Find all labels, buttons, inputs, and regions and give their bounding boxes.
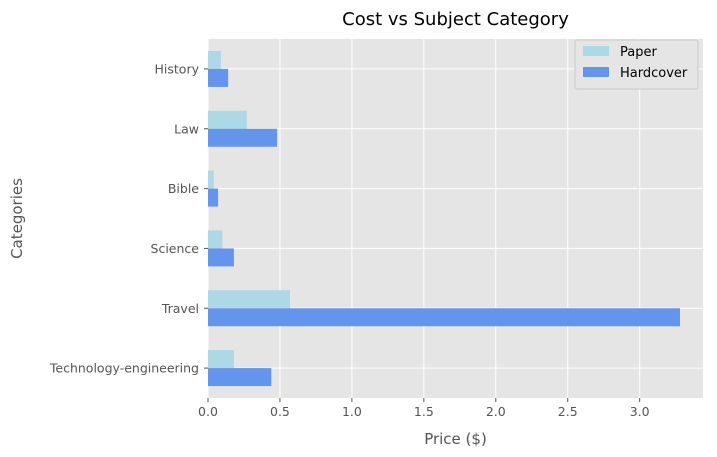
x-axis-ticks: 0.0 0.5 1.0 1.5 2.0 2.5 3.0: [198, 398, 650, 419]
bar-paper-history: [208, 50, 221, 69]
legend-swatch-hardcover: [583, 67, 609, 77]
bar-hardcover-history: [208, 68, 229, 87]
bars: [208, 50, 680, 387]
bar-hardcover-law: [208, 128, 278, 147]
y-tick-label: Law: [174, 121, 199, 136]
y-tick-label: Bible: [168, 181, 199, 196]
x-tick-label: 2.5: [558, 404, 578, 419]
y-tick-label: Travel: [161, 301, 199, 316]
legend-label-paper: Paper: [620, 45, 657, 60]
chart-title: Cost vs Subject Category: [342, 9, 569, 30]
bar-hardcover-travel: [208, 308, 680, 327]
y-axis-label: Categories: [8, 178, 26, 259]
legend: Paper Hardcover: [574, 39, 699, 90]
x-tick-label: 2.0: [486, 404, 506, 419]
y-tick-label: Science: [151, 241, 200, 256]
bar-paper-bible: [208, 170, 214, 189]
bar-paper-technology-engineering: [208, 350, 234, 369]
x-tick-label: 0.0: [198, 404, 218, 419]
y-tick-label: History: [155, 61, 200, 76]
x-tick-label: 1.0: [342, 404, 362, 419]
y-axis-ticks: Technology-engineering Travel Science Bible…: [49, 61, 208, 376]
x-tick-label: 0.5: [270, 404, 290, 419]
bar-hardcover-science: [208, 248, 234, 267]
bar-paper-travel: [208, 290, 291, 309]
bar-hardcover-bible: [208, 188, 219, 207]
x-axis-label: Price ($): [424, 430, 487, 448]
y-tick-label: Technology-engineering: [49, 361, 199, 376]
plot-background: [208, 39, 703, 398]
x-tick-label: 1.5: [414, 404, 434, 419]
bar-hardcover-technology-engineering: [208, 368, 272, 387]
bar-paper-science: [208, 230, 223, 249]
x-tick-label: 3.0: [630, 404, 650, 419]
legend-swatch-paper: [583, 46, 609, 56]
legend-label-hardcover: Hardcover: [620, 66, 688, 81]
bar-paper-law: [208, 110, 247, 129]
